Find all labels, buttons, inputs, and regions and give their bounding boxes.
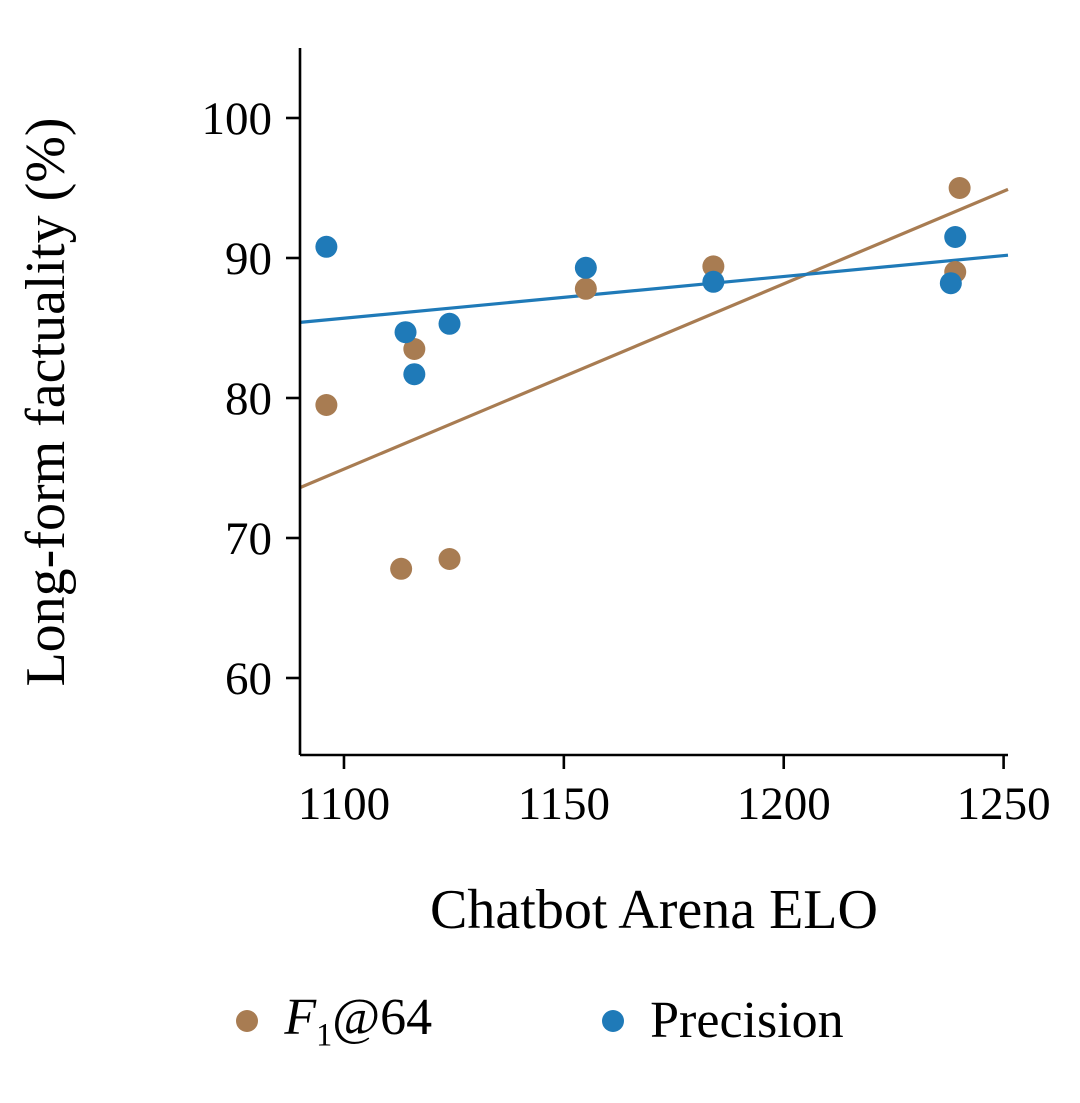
legend-label-precision-text: Precision [650, 992, 844, 1050]
legend-label-f1-prefix: F [284, 989, 317, 1046]
y-tick-label: 60 [225, 653, 272, 705]
legend-item-precision: Precision [602, 991, 844, 1050]
data-point-f1-64 [948, 177, 971, 199]
chart-legend: F1@64 Precision [0, 988, 1080, 1053]
data-point-precision [944, 226, 967, 248]
y-tick-label: 90 [225, 233, 272, 285]
data-point-f1-64 [315, 394, 338, 416]
legend-label-f1-suffix: @64 [332, 989, 433, 1046]
data-point-f1-64 [702, 255, 725, 278]
y-tick-label: 80 [225, 373, 272, 425]
data-point-precision [315, 235, 338, 258]
data-point-precision [702, 270, 725, 293]
legend-label-f1-at-64: F1@64 [284, 988, 432, 1053]
x-tick-label: 1200 [737, 778, 831, 830]
data-point-precision [438, 312, 461, 335]
y-axis-label: Long-form factuality (%) [15, 117, 77, 686]
x-tick-label: 1250 [957, 778, 1051, 830]
legend-marker-f1-at-64 [236, 1009, 259, 1032]
data-point-precision [403, 363, 426, 386]
x-tick-label: 1100 [298, 778, 390, 830]
y-tick-label: 100 [202, 93, 273, 145]
data-point-f1-64 [390, 557, 413, 580]
legend-item-f1-at-64: F1@64 [236, 988, 432, 1053]
scatter-plot: Long-form factuality (%) 1100 1150 1200 125… [15, 48, 1051, 830]
x-axis-label: Chatbot Arena ELO [430, 879, 878, 941]
trend-line-f1-64 [299, 187, 1009, 490]
data-point-precision [939, 272, 962, 295]
x-tick-label: 1150 [518, 778, 610, 830]
data-point-f1-64 [574, 277, 597, 300]
data-point-precision [394, 321, 417, 344]
data-point-precision [574, 256, 597, 279]
data-point-f1-64 [438, 548, 461, 570]
legend-marker-precision [602, 1009, 625, 1032]
trend-line-precision [299, 253, 1009, 324]
data-point-f1-64 [403, 338, 426, 360]
legend-label-precision: Precision [650, 991, 844, 1050]
legend-label-f1-subscript: 1 [316, 1016, 333, 1053]
y-tick-label: 70 [225, 513, 272, 565]
